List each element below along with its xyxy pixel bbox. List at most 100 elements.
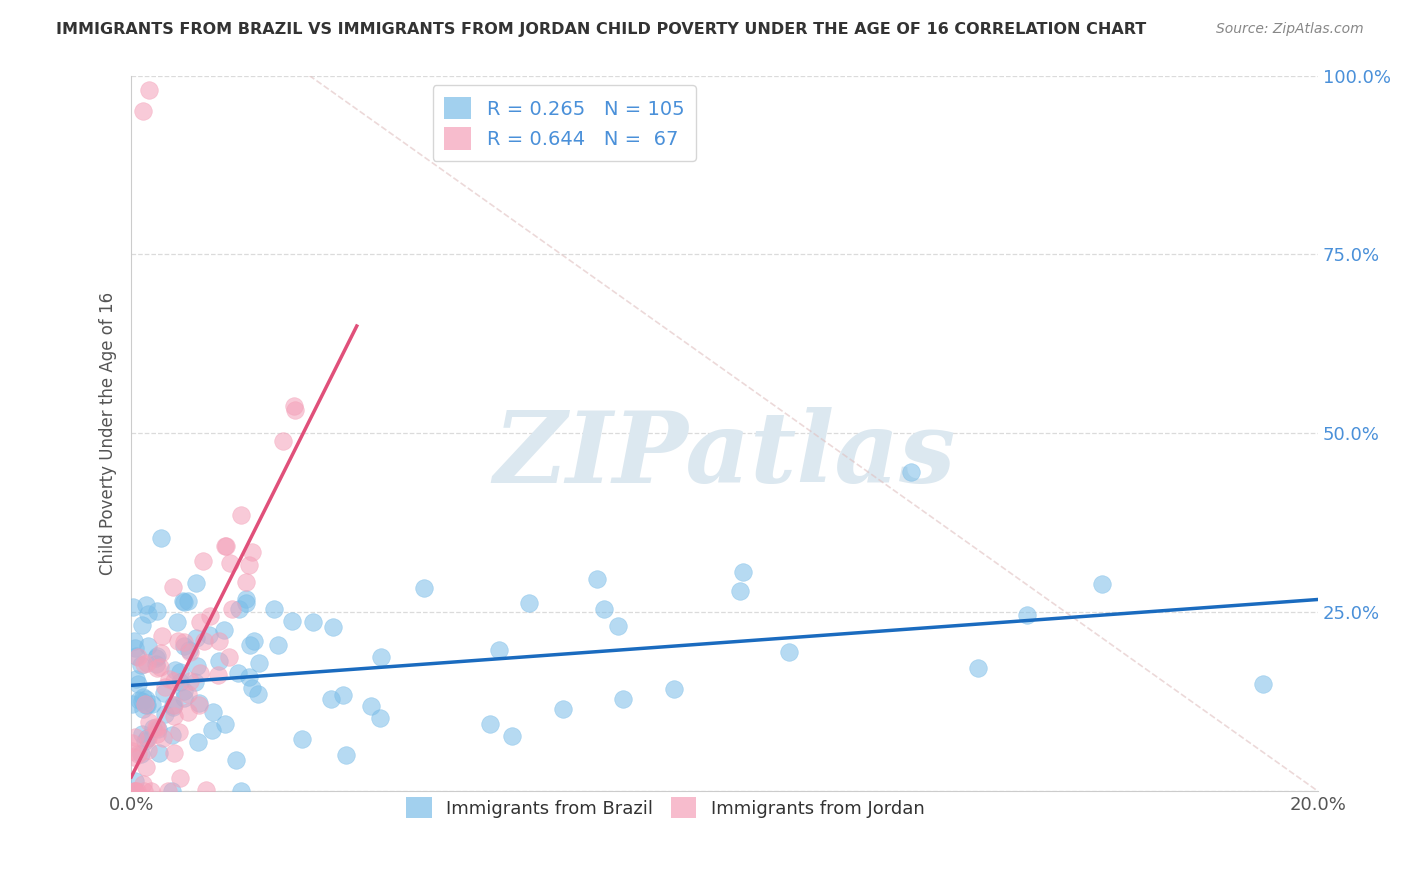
Point	[122, 750, 145, 764]
Point	[162, 580, 184, 594]
Text: Source: ZipAtlas.com: Source: ZipAtlas.com	[1216, 22, 1364, 37]
Point	[207, 668, 229, 682]
Point	[478, 717, 501, 731]
Point	[135, 692, 157, 706]
Point	[138, 83, 160, 97]
Point	[332, 688, 354, 702]
Point	[173, 639, 195, 653]
Point	[228, 602, 250, 616]
Point	[155, 680, 177, 694]
Point	[127, 747, 149, 761]
Point	[360, 698, 382, 713]
Point	[145, 657, 167, 671]
Point	[586, 572, 609, 586]
Point	[132, 657, 155, 671]
Point	[124, 784, 146, 798]
Point	[198, 609, 221, 624]
Point	[177, 687, 200, 701]
Point	[122, 634, 145, 648]
Point	[184, 576, 207, 591]
Point	[128, 692, 150, 706]
Point	[413, 581, 436, 595]
Point	[142, 721, 165, 735]
Point	[153, 706, 176, 721]
Point	[172, 594, 194, 608]
Point	[240, 681, 263, 696]
Point	[194, 783, 217, 797]
Point	[280, 614, 302, 628]
Point	[136, 639, 159, 653]
Point	[214, 716, 236, 731]
Point	[733, 565, 755, 579]
Point	[160, 784, 183, 798]
Point	[146, 649, 169, 664]
Point	[215, 539, 238, 553]
Point	[163, 746, 186, 760]
Point	[145, 720, 167, 734]
Point	[778, 644, 800, 658]
Point	[141, 784, 163, 798]
Point	[188, 666, 211, 681]
Point	[134, 734, 156, 748]
Point	[131, 694, 153, 708]
Point	[235, 575, 257, 590]
Point	[201, 723, 224, 738]
Point	[273, 434, 295, 449]
Point	[212, 623, 235, 637]
Point	[162, 699, 184, 714]
Text: IMMIGRANTS FROM BRAZIL VS IMMIGRANTS FROM JORDAN CHILD POVERTY UNDER THE AGE OF : IMMIGRANTS FROM BRAZIL VS IMMIGRANTS FRO…	[56, 22, 1146, 37]
Point	[163, 709, 186, 723]
Point	[263, 601, 285, 615]
Point	[146, 723, 169, 737]
Point	[138, 714, 160, 729]
Point	[131, 617, 153, 632]
Point	[208, 654, 231, 668]
Point	[186, 659, 208, 673]
Point	[235, 596, 257, 610]
Point	[124, 773, 146, 788]
Point	[612, 692, 634, 706]
Point	[197, 628, 219, 642]
Point	[146, 603, 169, 617]
Point	[166, 615, 188, 629]
Point	[193, 634, 215, 648]
Point	[322, 620, 344, 634]
Point	[169, 675, 191, 690]
Point	[247, 687, 270, 701]
Point	[319, 692, 342, 706]
Point	[284, 403, 307, 417]
Point	[173, 635, 195, 649]
Point	[191, 554, 214, 568]
Point	[169, 665, 191, 679]
Point	[593, 602, 616, 616]
Point	[121, 697, 143, 711]
Point	[218, 650, 240, 665]
Point	[148, 747, 170, 761]
Point	[163, 698, 186, 712]
Point	[132, 784, 155, 798]
Point	[240, 544, 263, 558]
Point	[124, 640, 146, 655]
Point	[136, 731, 159, 746]
Point	[208, 634, 231, 648]
Text: ZIPatlas: ZIPatlas	[494, 407, 956, 503]
Point	[145, 661, 167, 675]
Point	[188, 698, 211, 712]
Point	[1015, 608, 1038, 623]
Point	[145, 650, 167, 665]
Point	[136, 731, 159, 745]
Point	[179, 673, 201, 688]
Point	[187, 696, 209, 710]
Point	[160, 728, 183, 742]
Point	[125, 672, 148, 686]
Point	[214, 539, 236, 553]
Point	[135, 598, 157, 612]
Point	[135, 698, 157, 713]
Point	[221, 602, 243, 616]
Point	[283, 399, 305, 413]
Point	[335, 748, 357, 763]
Point	[186, 631, 208, 645]
Point	[149, 660, 172, 674]
Point	[121, 736, 143, 750]
Point	[301, 615, 323, 630]
